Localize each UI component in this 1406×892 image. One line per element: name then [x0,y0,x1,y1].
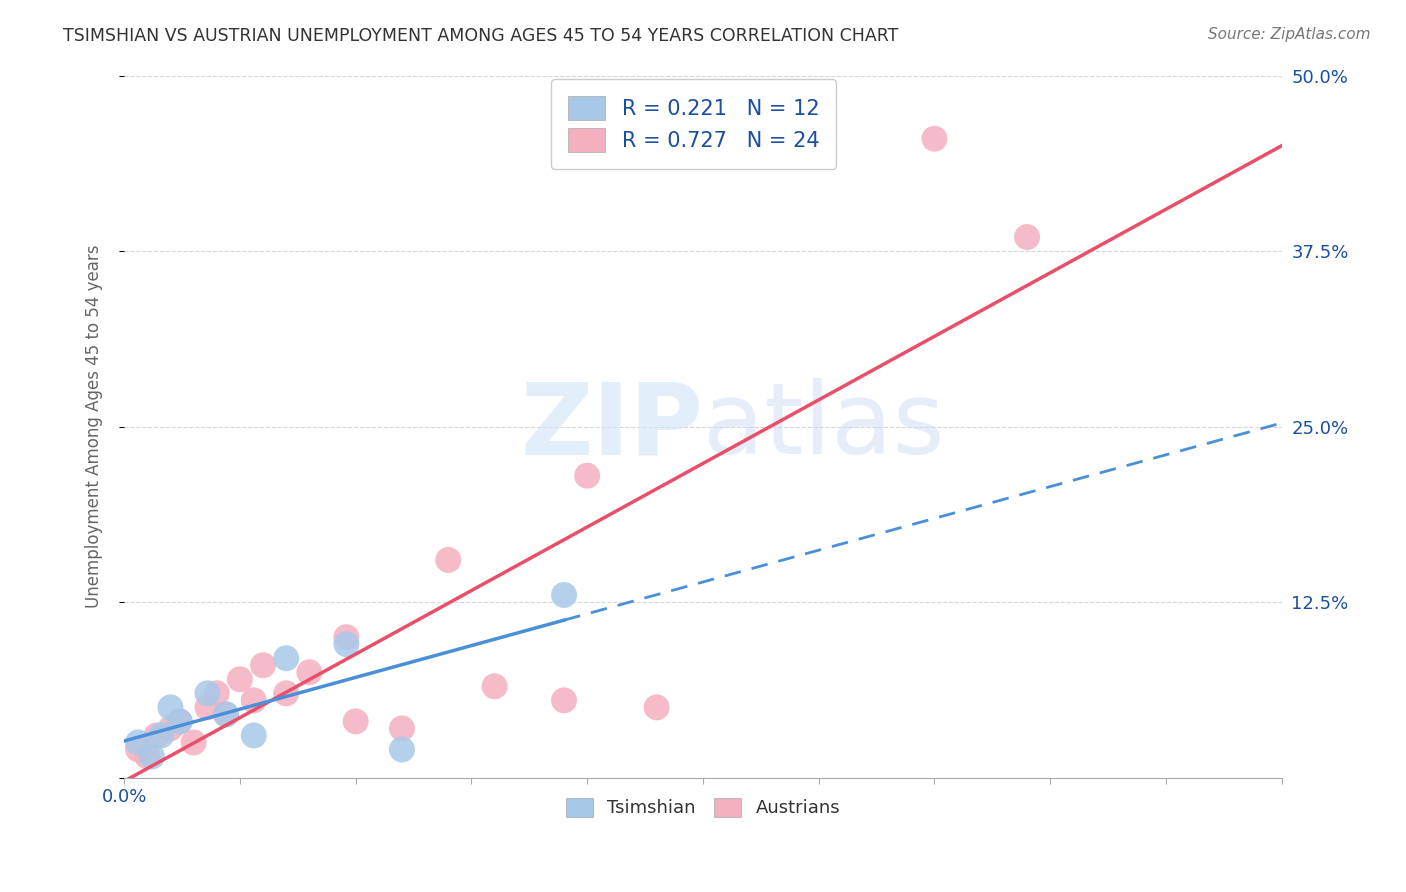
Point [205,686,228,700]
Text: Source: ZipAtlas.com: Source: ZipAtlas.com [1208,27,1371,42]
Legend: Tsimshian, Austrians: Tsimshian, Austrians [558,791,848,825]
Point [252,658,274,673]
Y-axis label: Unemployment Among Ages 45 to 54 years: Unemployment Among Ages 45 to 54 years [86,244,103,608]
Point [197,700,219,714]
Point [553,693,575,707]
Point [141,749,163,764]
Point [159,722,181,736]
Point [437,553,460,567]
Point [229,673,252,687]
Point [391,742,413,756]
Point [169,714,191,729]
Point [127,735,149,749]
Point [243,693,266,707]
Point [145,728,167,742]
Point [136,749,159,764]
Point [298,665,321,680]
Point [391,722,413,736]
Point [1015,230,1038,244]
Text: atlas: atlas [703,378,945,475]
Point [484,679,506,693]
Point [127,742,149,756]
Point [335,637,357,651]
Point [243,728,266,742]
Point [576,468,599,483]
Point [645,700,668,714]
Point [335,630,357,644]
Point [276,651,298,665]
Point [169,714,191,729]
Text: ZIP: ZIP [520,378,703,475]
Text: TSIMSHIAN VS AUSTRIAN UNEMPLOYMENT AMONG AGES 45 TO 54 YEARS CORRELATION CHART: TSIMSHIAN VS AUSTRIAN UNEMPLOYMENT AMONG… [63,27,898,45]
Point [197,686,219,700]
Point [924,131,946,145]
Point [159,700,181,714]
Point [553,588,575,602]
Point [150,728,173,742]
Point [215,707,238,722]
Point [344,714,367,729]
Point [276,686,298,700]
Point [215,707,238,722]
Point [183,735,205,749]
